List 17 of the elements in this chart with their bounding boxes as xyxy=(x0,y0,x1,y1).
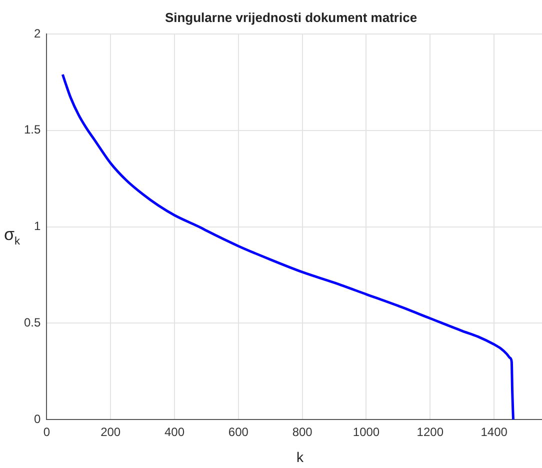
x-tick-label: 1000 xyxy=(352,425,380,440)
x-tick-label: 800 xyxy=(292,425,313,440)
x-tick-label: 1400 xyxy=(480,425,508,440)
x-tick-label: 200 xyxy=(100,425,121,440)
y-tick-label: 1 xyxy=(34,219,41,234)
line-series xyxy=(61,73,514,420)
x-tick-label: 1200 xyxy=(416,425,444,440)
x-tick-label: 600 xyxy=(228,425,249,440)
y-tick-label: 0.5 xyxy=(24,316,41,330)
x-axis-title: k xyxy=(296,449,304,465)
chart-title: Singularne vrijednosti dokument matrice xyxy=(164,10,418,25)
x-tick-label: 0 xyxy=(43,425,50,440)
y-tick-label: 1.5 xyxy=(24,122,41,137)
y-axis-title: σ$_{k}$ xyxy=(4,225,20,248)
y-tick-label: 2 xyxy=(34,26,41,40)
x-tick-label: 400 xyxy=(164,425,185,440)
y-tick-label: 0 xyxy=(34,412,41,426)
